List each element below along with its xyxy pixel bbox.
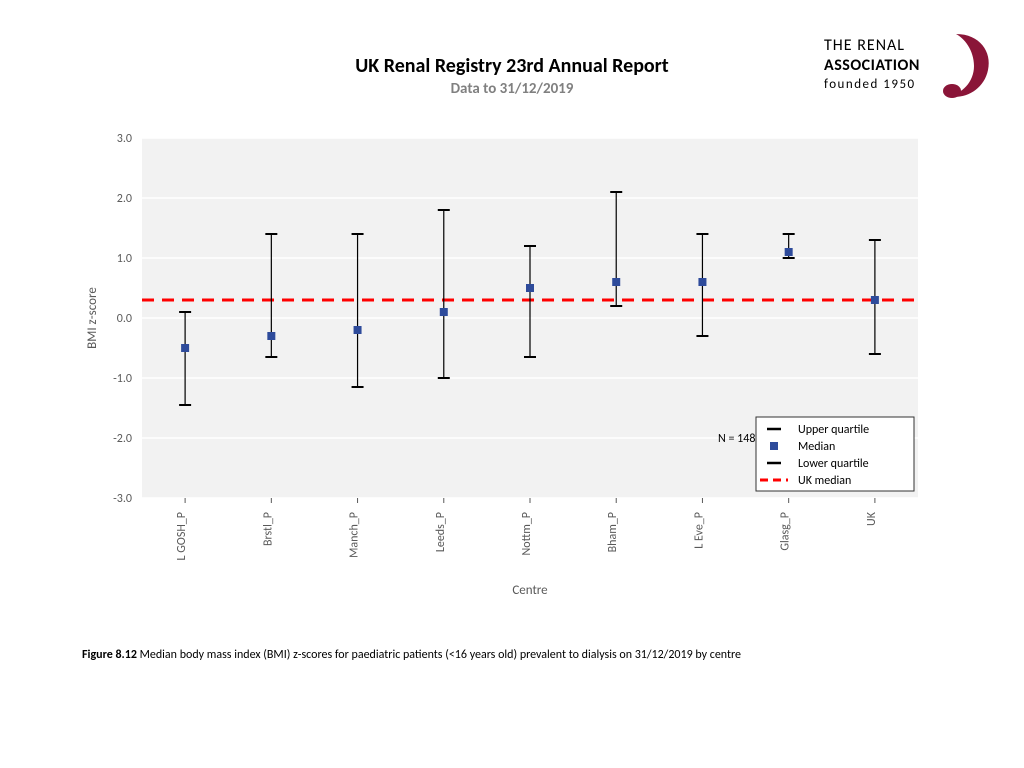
legend-label: UK median xyxy=(798,474,851,488)
median-marker xyxy=(526,284,534,292)
chart-svg: -3.0 -2.0 -1.0 0.0 1.0 2.0 3.0 L GOSH_P Brstl_P M… xyxy=(82,128,918,608)
y-tick-label: -1.0 xyxy=(113,372,132,386)
n-annotation: N = 148 xyxy=(718,432,755,446)
x-tick-label: Manch_P xyxy=(348,512,362,558)
median-marker xyxy=(612,278,620,286)
figure-caption: Figure 8.12 Median body mass index (BMI)… xyxy=(82,648,942,662)
page-root: UK Renal Registry 23rd Annual Report Dat… xyxy=(0,0,1024,768)
y-tick-label: 1.0 xyxy=(117,252,132,266)
legend-label: Upper quartile xyxy=(798,423,869,437)
logo-text-line2: ASSOCIATION xyxy=(824,56,920,75)
x-axis-label: Centre xyxy=(512,583,547,598)
x-tick-label: Glasg_P xyxy=(779,512,793,551)
median-marker xyxy=(440,308,448,316)
x-tick-label: Leeds_P xyxy=(434,512,448,552)
figure-caption-text: Median body mass index (BMI) z-scores fo… xyxy=(137,648,741,662)
median-marker xyxy=(267,332,275,340)
x-tick-label: UK xyxy=(865,511,879,526)
logo-svg: THE RENAL ASSOCIATION founded 1950 xyxy=(824,28,994,108)
y-tick-label: 0.0 xyxy=(117,312,132,326)
logo-text-line1: THE RENAL xyxy=(824,36,905,55)
x-tick-label: L GOSH_P xyxy=(175,512,189,560)
median-marker xyxy=(354,326,362,334)
x-tick-label: Nottm_P xyxy=(520,512,534,555)
x-tick-label: Brstl_P xyxy=(261,512,275,546)
x-tick-label: L Eve_P xyxy=(692,512,706,549)
logo-text-line3: founded 1950 xyxy=(824,77,916,92)
figure-number: Figure 8.12 xyxy=(82,648,137,662)
median-marker xyxy=(871,296,879,304)
legend-square-icon xyxy=(770,442,778,450)
y-tick-label: -2.0 xyxy=(113,432,132,446)
y-axis-label: BMI z-score xyxy=(85,287,100,349)
legend-label: Median xyxy=(798,440,835,454)
renal-association-logo: THE RENAL ASSOCIATION founded 1950 xyxy=(824,28,994,108)
legend-label: Lower quartile xyxy=(798,457,869,471)
bmi-zscore-chart: -3.0 -2.0 -1.0 0.0 1.0 2.0 3.0 L GOSH_P Brstl_P M… xyxy=(82,128,918,608)
y-tick-label: -3.0 xyxy=(113,492,132,506)
x-tick-label: Bham_P xyxy=(606,512,620,552)
median-marker xyxy=(698,278,706,286)
median-marker xyxy=(181,344,189,352)
median-marker xyxy=(785,248,793,256)
logo-swirl-icon xyxy=(943,34,989,98)
y-tick-label: 2.0 xyxy=(117,192,132,206)
y-tick-label: 3.0 xyxy=(117,132,132,146)
